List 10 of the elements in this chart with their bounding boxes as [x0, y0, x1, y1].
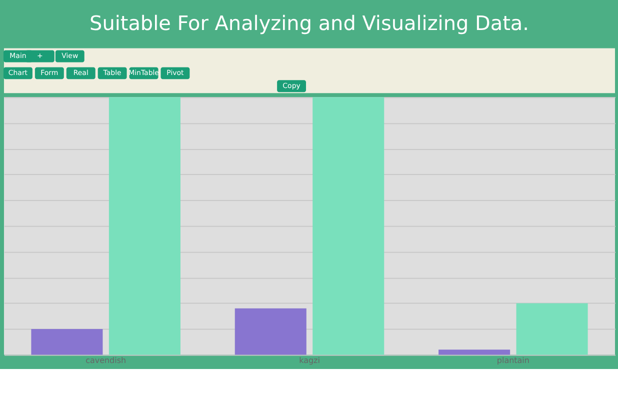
x-tick-label: cavendish [86, 356, 126, 366]
x-tick-label: kagzi [299, 356, 320, 366]
bar [234, 308, 306, 355]
bar [438, 350, 510, 355]
bar [108, 97, 180, 355]
bar [312, 97, 384, 355]
bar [516, 303, 588, 355]
bar [31, 328, 103, 355]
x-tick-label: plantain [496, 356, 530, 366]
chart-title: Suitable For Analyzing and Visualizing Data. [90, 11, 529, 36]
